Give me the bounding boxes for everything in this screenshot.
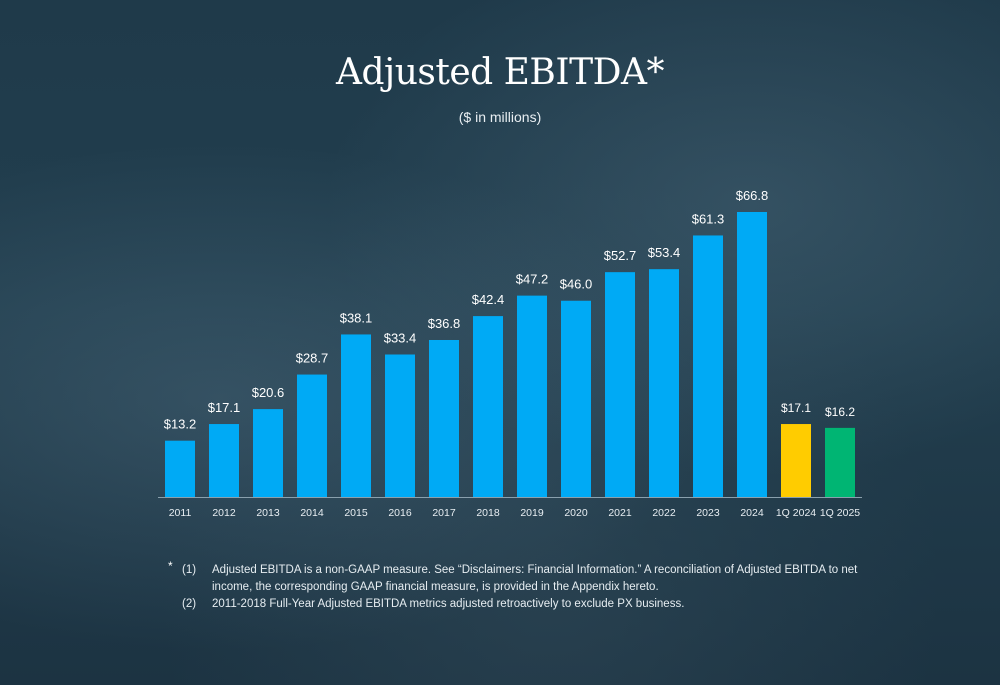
data-label-2017: $36.8 [428, 316, 461, 331]
footnote-2-number: (2) [182, 598, 197, 610]
x-tick-2024: 2024 [740, 507, 764, 519]
x-tick-2011: 2011 [169, 507, 192, 519]
x-tick-2012: 2012 [212, 507, 236, 519]
data-label-2014: $28.7 [296, 351, 329, 366]
ebitda-bar-chart: $13.2 2011 $17.1 2012 $20.6 2013 $28.7 2014 $38.… [158, 188, 862, 519]
x-tick-2013: 2013 [256, 507, 280, 519]
x-tick-2021: 2021 [608, 507, 632, 519]
x-tick-2019: 2019 [520, 507, 544, 519]
bar-2013 [253, 409, 283, 497]
data-label-2012: $17.1 [208, 400, 241, 415]
footnote-star: * [168, 559, 173, 573]
x-tick-2017: 2017 [432, 507, 456, 519]
data-label-2013: $20.6 [252, 385, 285, 400]
data-label-2016: $33.4 [384, 331, 417, 346]
bar-2023 [693, 235, 723, 497]
chart-title: Adjusted EBITDA* [336, 52, 664, 93]
x-tick-2014: 2014 [300, 507, 324, 519]
bar-2016 [385, 354, 415, 497]
x-tick-2018: 2018 [476, 507, 500, 519]
footnote-1: (1) Adjusted EBITDA is a non-GAAP measur… [182, 562, 870, 596]
footnote-2-text: 2011-2018 Full-Year Adjusted EBITDA metr… [212, 598, 685, 610]
footnote-2: (2) 2011-2018 Full-Year Adjusted EBITDA … [182, 596, 870, 613]
data-label-2021: $52.7 [604, 248, 637, 263]
bar-2012 [209, 424, 239, 497]
data-label-2015: $38.1 [340, 310, 373, 325]
bar-2020 [561, 300, 591, 497]
bar-2017 [429, 339, 459, 497]
x-tick-2022: 2022 [652, 507, 676, 519]
x-tick-2016: 2016 [388, 507, 412, 519]
bar-2015 [341, 334, 371, 497]
data-label-2020: $46.0 [560, 277, 593, 292]
data-label-1q-2025: $16.2 [825, 405, 855, 419]
bar-2011 [165, 440, 195, 497]
data-label-2024: $66.8 [736, 188, 769, 203]
data-label-2018: $42.4 [472, 292, 505, 307]
bar-2022 [649, 269, 679, 497]
data-label-1q-2024: $17.1 [781, 401, 811, 415]
footnote-1-number: (1) [182, 564, 197, 576]
x-tick-2020: 2020 [564, 507, 588, 519]
chart-subtitle: ($ in millions) [458, 109, 542, 125]
bar-1q-2025 [825, 427, 855, 497]
x-tick-1q-2024: 1Q 2024 [776, 507, 816, 519]
data-label-2023: $61.3 [692, 211, 725, 226]
footnote-1-text: Adjusted EBITDA is a non-GAAP measure. S… [212, 564, 858, 593]
bar-2014 [297, 374, 327, 497]
x-tick-1q-2025: 1Q 2025 [820, 507, 860, 519]
data-label-2019: $47.2 [516, 272, 549, 287]
x-tick-2023: 2023 [696, 507, 720, 519]
footnotes: * (1) Adjusted EBITDA is a non-GAAP meas… [168, 559, 870, 613]
data-label-2011: $13.2 [164, 417, 197, 432]
data-label-2022: $53.4 [648, 245, 681, 260]
bar-2018 [473, 316, 503, 497]
bar-2019 [517, 295, 547, 497]
bar-2021 [605, 272, 635, 497]
bar-2024 [737, 212, 767, 497]
x-tick-2015: 2015 [344, 507, 368, 519]
bar-1q-2024 [781, 424, 811, 497]
